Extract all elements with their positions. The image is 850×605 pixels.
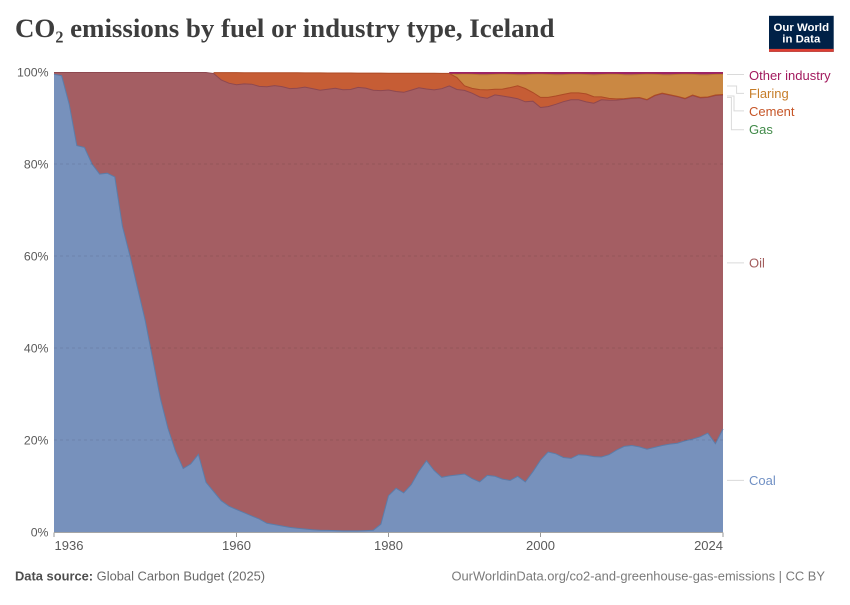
svg-text:Flaring: Flaring (749, 86, 789, 101)
svg-text:100%: 100% (17, 65, 49, 79)
svg-text:in Data: in Data (782, 34, 821, 46)
svg-text:2024: 2024 (694, 538, 723, 553)
svg-text:Data source: Global Carbon Bud: Data source: Global Carbon Budget (2025) (15, 569, 265, 584)
svg-text:Cement: Cement (749, 104, 795, 119)
svg-text:0%: 0% (31, 525, 49, 539)
svg-text:OurWorldinData.org/co2-and-gre: OurWorldinData.org/co2-and-greenhouse-ga… (451, 569, 825, 584)
svg-text:CO₂ emissions by fuel or indus: CO₂ emissions by fuel or industry type, … (15, 13, 554, 43)
svg-text:Other industry: Other industry (749, 68, 831, 83)
svg-text:80%: 80% (24, 157, 49, 171)
svg-text:1980: 1980 (374, 538, 403, 553)
svg-text:Oil: Oil (749, 256, 765, 271)
svg-text:Our World: Our World (774, 22, 830, 34)
svg-text:1960: 1960 (222, 538, 251, 553)
svg-text:20%: 20% (24, 433, 49, 447)
svg-text:60%: 60% (24, 249, 49, 263)
svg-text:Gas: Gas (749, 122, 773, 137)
svg-text:Coal: Coal (749, 473, 776, 488)
svg-text:40%: 40% (24, 341, 49, 355)
svg-text:2000: 2000 (526, 538, 555, 553)
svg-text:1936: 1936 (55, 538, 84, 553)
